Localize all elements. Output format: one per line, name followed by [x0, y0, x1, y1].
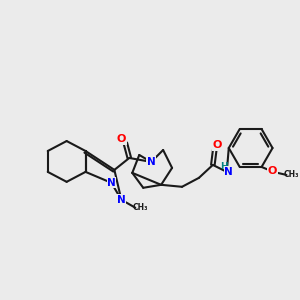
Text: N: N — [107, 178, 116, 188]
Text: CH₃: CH₃ — [133, 203, 148, 212]
Text: O: O — [268, 166, 277, 176]
Text: H: H — [220, 162, 228, 171]
Text: O: O — [117, 134, 126, 144]
Text: N: N — [224, 167, 233, 177]
Text: N: N — [147, 157, 156, 167]
Text: CH₃: CH₃ — [284, 170, 299, 179]
Text: O: O — [212, 140, 221, 150]
Text: N: N — [117, 195, 126, 205]
